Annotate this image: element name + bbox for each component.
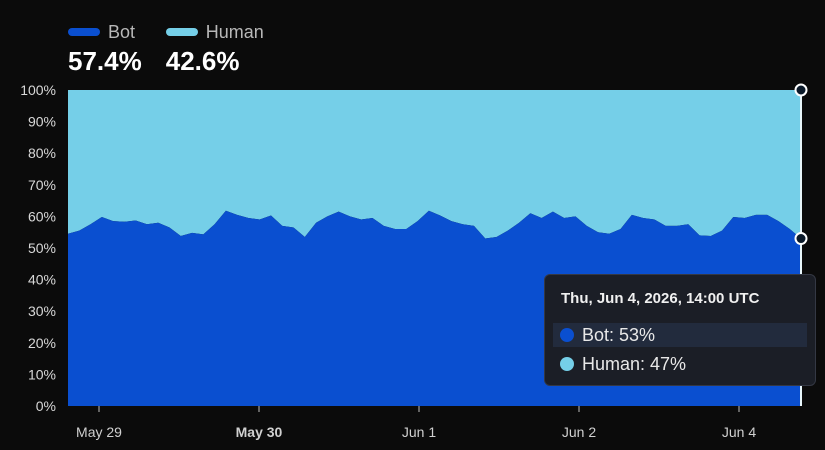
x-tick-label: May 30 (236, 424, 283, 440)
x-tick-label: May 29 (76, 424, 122, 440)
y-tick-label: 90% (28, 114, 56, 130)
y-tick-label: 40% (28, 272, 56, 288)
hover-point-bot[interactable] (794, 232, 808, 246)
y-tick-label: 0% (36, 398, 56, 414)
y-tick-label: 60% (28, 208, 56, 224)
tooltip-label-bot: Bot: 53% (582, 324, 656, 345)
y-tick-label: 80% (28, 145, 56, 161)
tooltip-label-human: Human: 47% (582, 353, 687, 374)
y-tick-label: 10% (28, 366, 56, 382)
y-tick-label: 100% (20, 82, 56, 98)
x-tick-label: Jun 2 (562, 424, 596, 440)
y-tick-label: 50% (28, 240, 56, 256)
legend-value-human: 42.6% (165, 46, 240, 76)
tooltip: Thu, Jun 4, 2026, 14:00 UTC Bot: 53% Hum… (544, 274, 816, 386)
tooltip-row-human: Human: 47% (553, 352, 807, 376)
y-tick-label: 70% (28, 177, 56, 193)
y-tick-label: 20% (28, 335, 56, 351)
legend-swatch-human (165, 28, 198, 36)
legend-swatch-bot (68, 28, 100, 36)
x-tick-label: Jun 1 (402, 424, 436, 440)
tooltip-row-bot: Bot: 53% (553, 323, 807, 347)
legend-value-bot: 57.4% (68, 46, 142, 76)
tooltip-dot-bot (560, 328, 574, 342)
legend-item-human[interactable]: Human 42.6% (165, 20, 264, 77)
legend-label-human: Human (205, 21, 264, 42)
tooltip-title: Thu, Jun 4, 2026, 14:00 UTC (561, 290, 760, 307)
tooltip-dot-human (560, 357, 574, 371)
y-tick-label: 30% (28, 303, 56, 319)
series-area-human[interactable] (68, 90, 801, 239)
legend-item-bot[interactable]: Bot 57.4% (68, 20, 142, 77)
legend: Bot 57.4% Human 42.6% (68, 20, 264, 77)
x-tick-label: Jun 4 (722, 424, 756, 440)
legend-label-bot: Bot (108, 21, 136, 42)
hover-point-human[interactable] (794, 83, 808, 97)
